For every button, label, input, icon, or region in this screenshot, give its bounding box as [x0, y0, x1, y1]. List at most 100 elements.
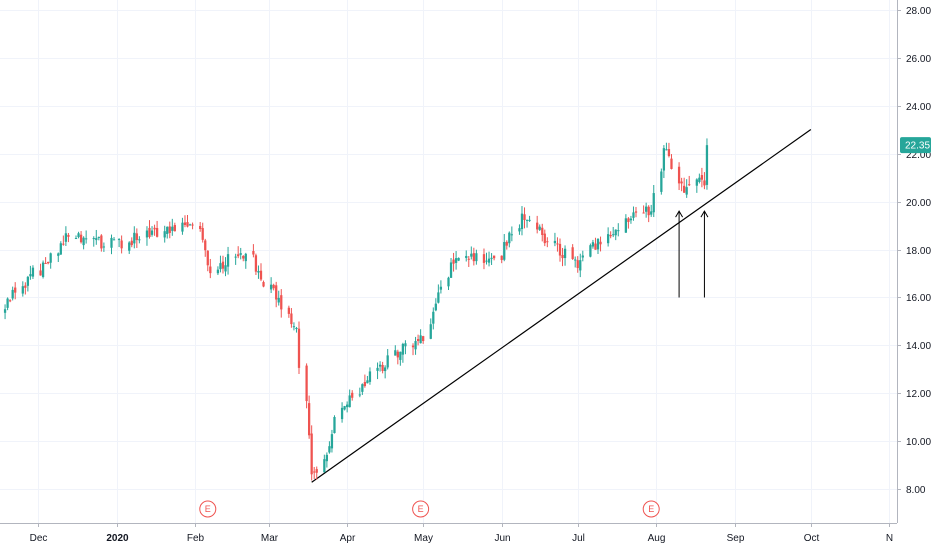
y-tick-label: 8.00	[906, 485, 926, 496]
candle	[378, 361, 382, 372]
candle	[581, 250, 584, 262]
earnings-marker[interactable]: E	[642, 500, 660, 518]
candle-body	[135, 233, 138, 241]
earnings-marker[interactable]: E	[199, 500, 217, 518]
candle-body	[419, 335, 422, 344]
candle-body	[581, 255, 584, 258]
candle-body	[465, 255, 468, 258]
candle	[148, 220, 151, 239]
candle-body	[596, 238, 600, 250]
candle	[85, 230, 88, 244]
candle-body	[368, 371, 372, 382]
candle-body	[275, 285, 278, 300]
candle	[239, 247, 242, 260]
candle-body	[138, 239, 141, 241]
earnings-marker[interactable]: E	[412, 500, 430, 518]
candle-body	[280, 295, 283, 310]
candle-body	[277, 297, 280, 303]
candle	[381, 361, 384, 374]
candle-body	[209, 266, 212, 274]
candle-body	[404, 343, 407, 347]
candle-body	[100, 235, 103, 249]
candle	[650, 204, 653, 217]
candle	[209, 258, 212, 279]
earnings-marker-label: E	[418, 504, 424, 514]
candle	[553, 232, 557, 247]
trendline	[311, 129, 812, 483]
candle	[44, 257, 47, 264]
candle-body	[606, 234, 610, 244]
candle-body	[234, 256, 237, 258]
candle	[594, 237, 597, 250]
candle-body	[652, 193, 655, 213]
candle-body	[95, 238, 98, 241]
candle-body	[133, 232, 136, 244]
candle	[199, 221, 202, 232]
candle	[277, 290, 280, 306]
candle	[576, 256, 579, 273]
x-tick-label: Aug	[648, 533, 666, 544]
candle-body	[624, 218, 628, 233]
candle-body	[219, 263, 222, 270]
candle-body	[523, 214, 526, 221]
candle	[67, 232, 70, 243]
candle	[340, 402, 344, 423]
candle	[191, 222, 194, 230]
candle	[452, 252, 455, 272]
candle	[612, 226, 615, 238]
candle-body	[26, 276, 30, 286]
candle	[543, 229, 546, 247]
x-tick-label: May	[414, 533, 433, 544]
candle-body	[634, 211, 638, 213]
candle-body	[642, 212, 645, 214]
candle-body	[128, 242, 131, 251]
candle	[297, 321, 301, 374]
candle	[457, 257, 460, 262]
candle-body	[168, 226, 171, 233]
candle-body	[47, 262, 50, 264]
candle-body	[85, 238, 88, 240]
candle-body	[221, 261, 225, 269]
candle-body	[244, 253, 247, 262]
candle-body	[77, 233, 80, 238]
y-tick-label: 20.00	[906, 198, 931, 209]
candle	[536, 215, 539, 234]
candle-body	[173, 225, 176, 232]
candle-body	[541, 227, 544, 236]
candle	[186, 214, 189, 228]
candle-body	[14, 287, 17, 293]
candle	[259, 263, 263, 282]
candle	[92, 236, 95, 247]
earnings-marker-circle	[642, 500, 660, 518]
candle-body	[224, 265, 227, 272]
candle	[589, 243, 592, 258]
candle-body	[500, 255, 503, 260]
candle-body	[384, 367, 387, 372]
y-tick-label: 22.00	[906, 150, 931, 161]
candle	[328, 441, 331, 454]
candle-body	[525, 219, 529, 221]
candle-body	[186, 222, 189, 227]
candle	[683, 177, 686, 193]
candle	[173, 222, 176, 232]
candle-body	[64, 233, 68, 242]
candle	[695, 178, 698, 193]
candle	[313, 466, 316, 479]
candle	[700, 167, 704, 188]
candle	[591, 239, 595, 249]
candle-body	[239, 253, 242, 255]
candle-body	[660, 171, 663, 192]
candle	[292, 322, 296, 331]
candle	[571, 244, 574, 260]
candle	[465, 250, 468, 262]
candle	[614, 229, 617, 241]
candle-body	[257, 271, 260, 273]
earnings-marker-circle	[199, 500, 217, 518]
candle-body	[201, 228, 204, 240]
candle	[518, 224, 521, 235]
candle-body	[609, 235, 612, 237]
candle	[6, 297, 9, 311]
earnings-marker-circle	[412, 500, 430, 518]
